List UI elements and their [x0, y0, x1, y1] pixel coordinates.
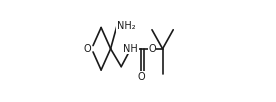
- Text: NH: NH: [123, 44, 138, 54]
- Text: NH₂: NH₂: [117, 21, 136, 31]
- Text: O: O: [84, 44, 92, 54]
- Text: O: O: [148, 44, 156, 54]
- Text: O: O: [137, 72, 145, 82]
